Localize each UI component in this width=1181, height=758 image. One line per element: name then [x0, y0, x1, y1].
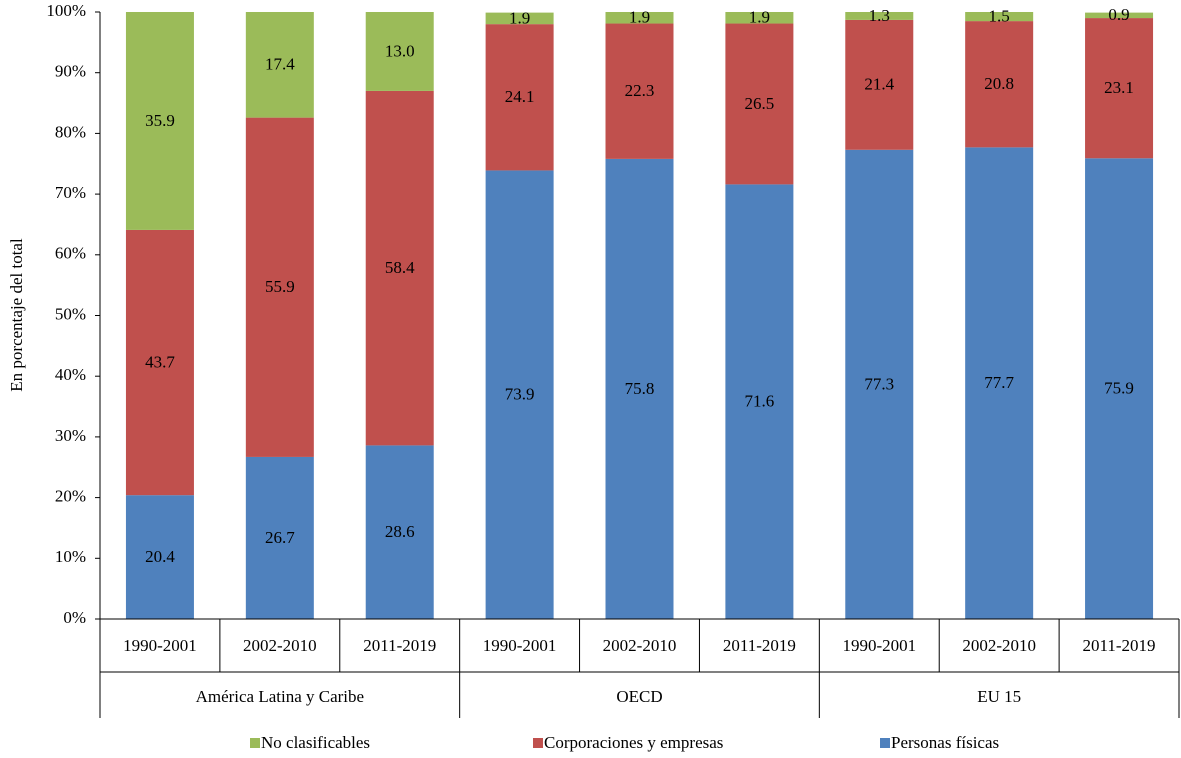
x-tick-label: 2011-2019 — [723, 636, 796, 655]
data-label: 77.7 — [984, 373, 1014, 392]
data-label: 17.4 — [265, 55, 295, 74]
bar-segment — [965, 21, 1034, 148]
bar-segment — [845, 19, 914, 150]
x-tick-label: 1990-2001 — [483, 636, 557, 655]
bar-segment — [485, 24, 554, 171]
bar-segment — [725, 184, 794, 619]
group-label: OECD — [616, 687, 662, 706]
x-tick-label: 2002-2010 — [962, 636, 1036, 655]
data-label: 75.9 — [1104, 379, 1134, 398]
y-tick-label: 80% — [55, 122, 86, 141]
y-tick-label: 90% — [55, 62, 86, 81]
y-tick-label: 20% — [55, 487, 86, 506]
y-tick-label: 30% — [55, 426, 86, 445]
bar-segment — [245, 456, 314, 619]
bar-segment — [365, 12, 434, 91]
bar-segment — [245, 117, 314, 457]
group-label: América Latina y Caribe — [196, 687, 365, 706]
x-tick-label: 2002-2010 — [603, 636, 677, 655]
y-tick-label: 70% — [55, 183, 86, 202]
bar-segment — [485, 12, 554, 25]
data-label: 23.1 — [1104, 78, 1134, 97]
bar-segment — [605, 12, 674, 24]
bar-segment — [245, 12, 314, 118]
bar-segment — [1085, 158, 1154, 620]
data-label: 21.4 — [864, 75, 894, 94]
data-label: 71.6 — [745, 392, 775, 411]
legend-swatch — [250, 738, 260, 748]
data-label: 58.4 — [385, 258, 415, 277]
bar-segment — [845, 149, 914, 619]
data-label: 26.7 — [265, 528, 295, 547]
legend-swatch — [533, 738, 543, 748]
bar-segment — [605, 23, 674, 159]
data-label: 22.3 — [625, 81, 655, 100]
bar-segment — [605, 158, 674, 620]
y-tick-label: 50% — [55, 304, 86, 323]
bar-segment — [845, 12, 914, 20]
data-label: 73.9 — [505, 385, 535, 404]
bar-segment — [125, 229, 194, 496]
bar-segment — [485, 170, 554, 619]
x-tick-label: 2011-2019 — [363, 636, 436, 655]
data-label: 28.6 — [385, 522, 415, 541]
y-tick-label: 0% — [63, 608, 86, 627]
legend-swatch — [880, 738, 890, 748]
data-label: 0.9 — [1108, 5, 1129, 24]
x-tick-label: 1990-2001 — [123, 636, 197, 655]
data-label: 75.8 — [625, 379, 655, 398]
data-label: 1.9 — [509, 8, 530, 27]
data-label: 20.8 — [984, 74, 1014, 93]
y-tick-label: 100% — [46, 1, 86, 20]
bar-segment — [965, 147, 1034, 619]
legend-label: Personas físicas — [891, 733, 999, 752]
data-label: 55.9 — [265, 277, 295, 296]
data-label: 13.0 — [385, 41, 415, 60]
bar-segment — [125, 495, 194, 619]
data-label: 24.1 — [505, 87, 535, 106]
legend-label: No clasificables — [261, 733, 370, 752]
y-tick-label: 40% — [55, 365, 86, 384]
data-label: 1.9 — [629, 8, 650, 27]
y-tick-label: 60% — [55, 244, 86, 263]
group-label: EU 15 — [977, 687, 1021, 706]
x-tick-label: 2002-2010 — [243, 636, 317, 655]
y-axis-label: En porcentaje del total — [7, 238, 26, 392]
bar-segment — [725, 23, 794, 185]
x-tick-label: 2011-2019 — [1083, 636, 1156, 655]
bar-segment — [125, 12, 194, 230]
legend-label: Corporaciones y empresas — [544, 733, 723, 752]
x-tick-label: 1990-2001 — [842, 636, 916, 655]
bar-segment — [1085, 12, 1154, 19]
bar-segment — [365, 90, 434, 446]
bar-segment — [365, 445, 434, 619]
data-label: 77.3 — [864, 374, 894, 393]
data-label: 20.4 — [145, 547, 175, 566]
data-label: 35.9 — [145, 111, 175, 130]
data-label: 43.7 — [145, 352, 175, 371]
bar-segment — [965, 12, 1034, 22]
data-label: 1.3 — [869, 6, 890, 25]
bar-segment — [725, 12, 794, 24]
data-label: 1.5 — [989, 6, 1010, 25]
y-tick-label: 10% — [55, 547, 86, 566]
data-label: 1.9 — [749, 8, 770, 27]
bar-segment — [1085, 18, 1154, 159]
data-label: 26.5 — [745, 94, 775, 113]
